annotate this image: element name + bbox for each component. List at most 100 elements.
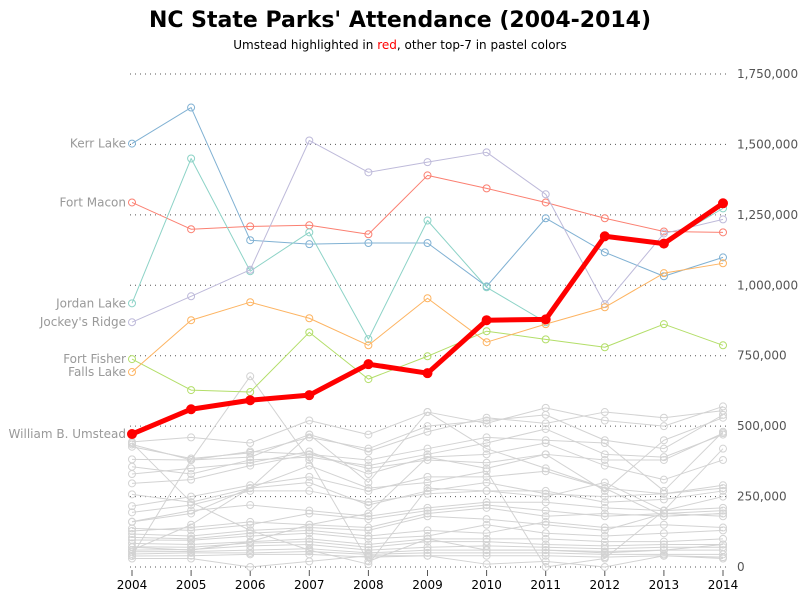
jordan-lake-point bbox=[305, 228, 314, 237]
fort-macon-point bbox=[600, 214, 609, 223]
other-park-point bbox=[187, 475, 196, 484]
other-park-point bbox=[541, 517, 550, 526]
other-park bbox=[128, 537, 727, 552]
kerr-lake-point bbox=[364, 239, 373, 248]
other-park-point bbox=[364, 540, 373, 549]
fort-fisher-point bbox=[187, 386, 196, 395]
other-park-point bbox=[364, 498, 373, 507]
other-park-point bbox=[246, 458, 255, 467]
other-park-point bbox=[187, 543, 196, 552]
other-park-line bbox=[131, 521, 724, 540]
other-parks-series bbox=[128, 372, 727, 571]
other-park-point bbox=[482, 548, 491, 557]
other-park-point bbox=[659, 529, 668, 538]
jockey-s-ridge-point bbox=[482, 148, 491, 157]
other-park-point bbox=[246, 439, 255, 448]
other-park-line bbox=[131, 548, 723, 554]
other-park-point bbox=[305, 523, 314, 532]
other-park bbox=[128, 509, 727, 541]
kerr-lake-point bbox=[719, 253, 727, 262]
fort-macon-point bbox=[187, 225, 196, 234]
other-park-point bbox=[187, 506, 196, 515]
other-park-point bbox=[719, 481, 727, 490]
fort-fisher-point bbox=[719, 341, 727, 350]
other-park-point bbox=[541, 450, 550, 459]
other-park-point bbox=[364, 478, 373, 487]
other-park-point bbox=[305, 447, 314, 456]
other-park-point bbox=[305, 534, 314, 543]
jordan-lake-point bbox=[482, 283, 491, 292]
falls-lake bbox=[128, 259, 727, 377]
y-axis: 0 250,000 500,000 750,000 1,000,000 1,250,000… bbox=[737, 67, 798, 574]
other-park-point bbox=[305, 529, 314, 538]
other-park-point bbox=[305, 509, 314, 518]
subtitle-part-2: , other top-7 in pastel colors bbox=[396, 38, 567, 52]
other-park-point bbox=[423, 543, 432, 552]
other-park-line bbox=[131, 524, 724, 541]
fort-fisher-point bbox=[659, 320, 668, 329]
other-park-point bbox=[659, 413, 668, 422]
other-park-point bbox=[659, 540, 668, 549]
other-park-point bbox=[600, 498, 609, 507]
kerr-lake-line bbox=[131, 107, 724, 287]
other-park-point bbox=[541, 506, 550, 515]
other-park-point bbox=[423, 408, 432, 417]
other-park-point bbox=[187, 532, 196, 541]
other-park-point bbox=[364, 444, 373, 453]
x-tick-label: 2012 bbox=[590, 578, 621, 592]
falls-lake-point bbox=[128, 368, 136, 377]
other-park-point bbox=[423, 537, 432, 546]
other-park-point bbox=[364, 509, 373, 518]
other-park-point bbox=[128, 517, 136, 526]
other-park-point bbox=[600, 512, 609, 521]
fort-fisher-point bbox=[541, 335, 550, 344]
other-park-point bbox=[541, 548, 550, 557]
other-park-point bbox=[128, 490, 136, 499]
fort-macon-line bbox=[131, 174, 724, 235]
kerr-lake-point bbox=[246, 236, 255, 245]
other-park-point bbox=[423, 551, 432, 560]
other-park-line bbox=[131, 481, 724, 506]
chart-subtitle: Umstead highlighted in red, other top-7 … bbox=[0, 38, 800, 52]
other-park-point bbox=[541, 424, 550, 433]
william-b-umstead-point bbox=[422, 368, 433, 379]
x-tick-label: 2013 bbox=[649, 578, 680, 592]
label-kerr-lake: Kerr Lake bbox=[70, 137, 126, 151]
other-park-point bbox=[659, 436, 668, 445]
other-park-point bbox=[423, 532, 432, 541]
other-park-point bbox=[305, 461, 314, 470]
william-b-umstead-point bbox=[304, 390, 315, 401]
other-park-point bbox=[719, 429, 727, 438]
other-park-line bbox=[131, 496, 724, 523]
other-park-point bbox=[541, 486, 550, 495]
other-park-point bbox=[719, 410, 727, 419]
other-park-point bbox=[482, 458, 491, 467]
jockey-s-ridge-point bbox=[719, 215, 727, 224]
falls-lake-point bbox=[305, 314, 314, 323]
william-b-umstead-point bbox=[245, 395, 256, 406]
fort-fisher-line bbox=[131, 323, 724, 393]
other-park-point bbox=[187, 464, 196, 473]
kerr-lake-point bbox=[541, 214, 550, 223]
other-park-point bbox=[541, 492, 550, 501]
other-park-point bbox=[482, 416, 491, 425]
other-park-point bbox=[423, 512, 432, 521]
other-park-point bbox=[541, 467, 550, 476]
other-park bbox=[128, 517, 727, 543]
other-park-point bbox=[719, 444, 727, 453]
fort-macon-point bbox=[423, 171, 432, 180]
other-park-point bbox=[482, 529, 491, 538]
other-park-point bbox=[246, 526, 255, 535]
falls-lake-point bbox=[246, 298, 255, 307]
falls-lake-point bbox=[364, 341, 373, 350]
other-park-point bbox=[659, 453, 668, 462]
other-park-point bbox=[482, 439, 491, 448]
other-park-point bbox=[364, 464, 373, 473]
other-park bbox=[128, 424, 727, 479]
other-park-line bbox=[131, 551, 723, 555]
other-park-point bbox=[482, 515, 491, 524]
other-park-point bbox=[659, 551, 668, 560]
other-park-line bbox=[131, 410, 724, 461]
y-tick-label: 500,000 bbox=[737, 419, 787, 433]
other-park-line bbox=[131, 504, 724, 531]
